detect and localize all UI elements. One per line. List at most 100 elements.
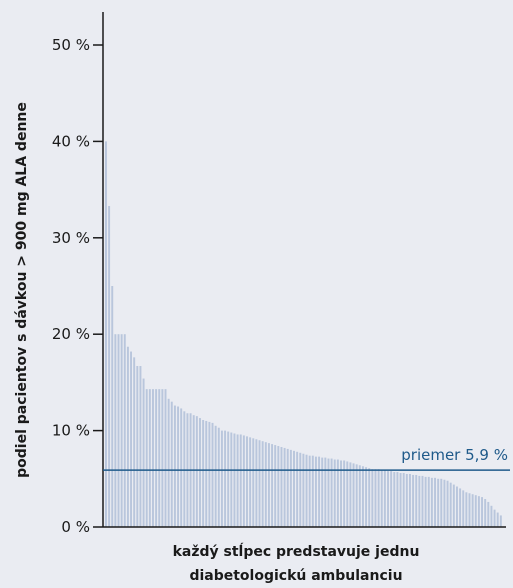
bar-103 (424, 476, 427, 527)
bar-81 (355, 464, 358, 527)
bar-15 (148, 389, 151, 527)
bar-46 (246, 436, 248, 527)
bar-89 (380, 470, 383, 527)
bar-102 (421, 475, 424, 527)
bar-25 (180, 408, 183, 527)
bar-44 (239, 434, 242, 527)
bar-4 (114, 334, 117, 527)
bar-107 (437, 478, 440, 527)
bar-61 (293, 450, 295, 527)
bar-100 (415, 474, 418, 527)
bar-41 (230, 432, 233, 527)
bar-121 (481, 497, 483, 527)
bar-65 (305, 454, 308, 527)
bar-117 (468, 493, 471, 527)
bar-119 (474, 495, 477, 527)
bar-83 (361, 466, 364, 527)
bar-33 (205, 420, 208, 527)
y-tick-label: 50 % (52, 36, 90, 54)
bar-126 (496, 512, 499, 527)
bar-85 (368, 468, 371, 527)
bar-34 (208, 421, 211, 527)
bar-52 (264, 442, 267, 527)
bar-13 (142, 378, 145, 527)
bar-47 (249, 437, 252, 527)
bar-75 (336, 459, 339, 527)
bar-69 (318, 456, 321, 527)
bar-8 (126, 346, 129, 527)
y-axis-title: podiel pacientov s dávkou > 900 mg ALA d… (14, 102, 30, 478)
bar-16 (152, 389, 154, 527)
bar-92 (390, 471, 393, 527)
bar-17 (155, 389, 158, 527)
bar-127 (499, 515, 502, 527)
bar-24 (177, 406, 180, 527)
bar-55 (274, 445, 277, 527)
x-axis-title-line-2: diabetologickú ambulanciu (189, 568, 402, 584)
bar-9 (130, 351, 133, 527)
bar-57 (280, 446, 283, 527)
bar-31 (199, 418, 201, 527)
bar-109 (443, 479, 446, 527)
bar-42 (233, 433, 236, 527)
bar-79 (349, 462, 352, 527)
bar-30 (195, 416, 198, 527)
bar-26 (183, 411, 186, 527)
bar-36 (214, 425, 217, 527)
bar-106 (434, 477, 436, 527)
bar-88 (377, 469, 380, 527)
bar-112 (452, 484, 455, 527)
bar-82 (358, 465, 361, 527)
bar-51 (261, 441, 264, 527)
bar-66 (308, 455, 311, 527)
bar-99 (412, 474, 415, 527)
bar-12 (139, 366, 142, 527)
bar-101 (418, 475, 421, 527)
bar-37 (217, 427, 220, 527)
bar-113 (455, 486, 458, 527)
bar-110 (446, 480, 449, 527)
bar-43 (236, 434, 239, 527)
bar-60 (289, 449, 292, 527)
bar-122 (484, 499, 487, 527)
bar-22 (170, 401, 173, 527)
bar-49 (255, 439, 258, 527)
bar-87 (374, 469, 377, 527)
bar-45 (242, 435, 245, 527)
bar-5 (117, 334, 120, 527)
bar-71 (324, 457, 327, 527)
bar-63 (299, 452, 302, 527)
bar-35 (211, 422, 214, 527)
bar-20 (164, 389, 167, 527)
bar-86 (371, 469, 374, 527)
bar-78 (346, 461, 349, 527)
average-reference-label: priemer 5,9 % (401, 446, 508, 464)
bar-95 (399, 473, 402, 527)
bar-116 (465, 492, 468, 527)
bar-84 (365, 467, 368, 527)
bar-68 (314, 456, 317, 527)
bar-76 (340, 460, 342, 527)
bar-10 (133, 357, 136, 527)
bar-120 (477, 496, 480, 527)
bar-108 (440, 478, 443, 527)
bar-39 (224, 430, 227, 527)
y-tick-label: 0 % (61, 518, 90, 536)
bar-64 (302, 453, 305, 527)
bar-7 (123, 334, 126, 527)
bar-11 (136, 366, 139, 527)
y-tick-label: 30 % (52, 229, 90, 247)
bar-74 (333, 459, 336, 527)
bar-93 (393, 472, 396, 527)
bar-3 (111, 286, 114, 527)
bar-114 (459, 488, 462, 527)
bar-2 (108, 205, 111, 528)
bar-32 (202, 420, 205, 527)
bar-77 (343, 460, 346, 527)
bar-124 (490, 505, 493, 527)
bar-73 (330, 458, 333, 527)
bar-105 (430, 477, 433, 527)
bar-56 (277, 446, 280, 527)
bar-123 (487, 501, 490, 527)
